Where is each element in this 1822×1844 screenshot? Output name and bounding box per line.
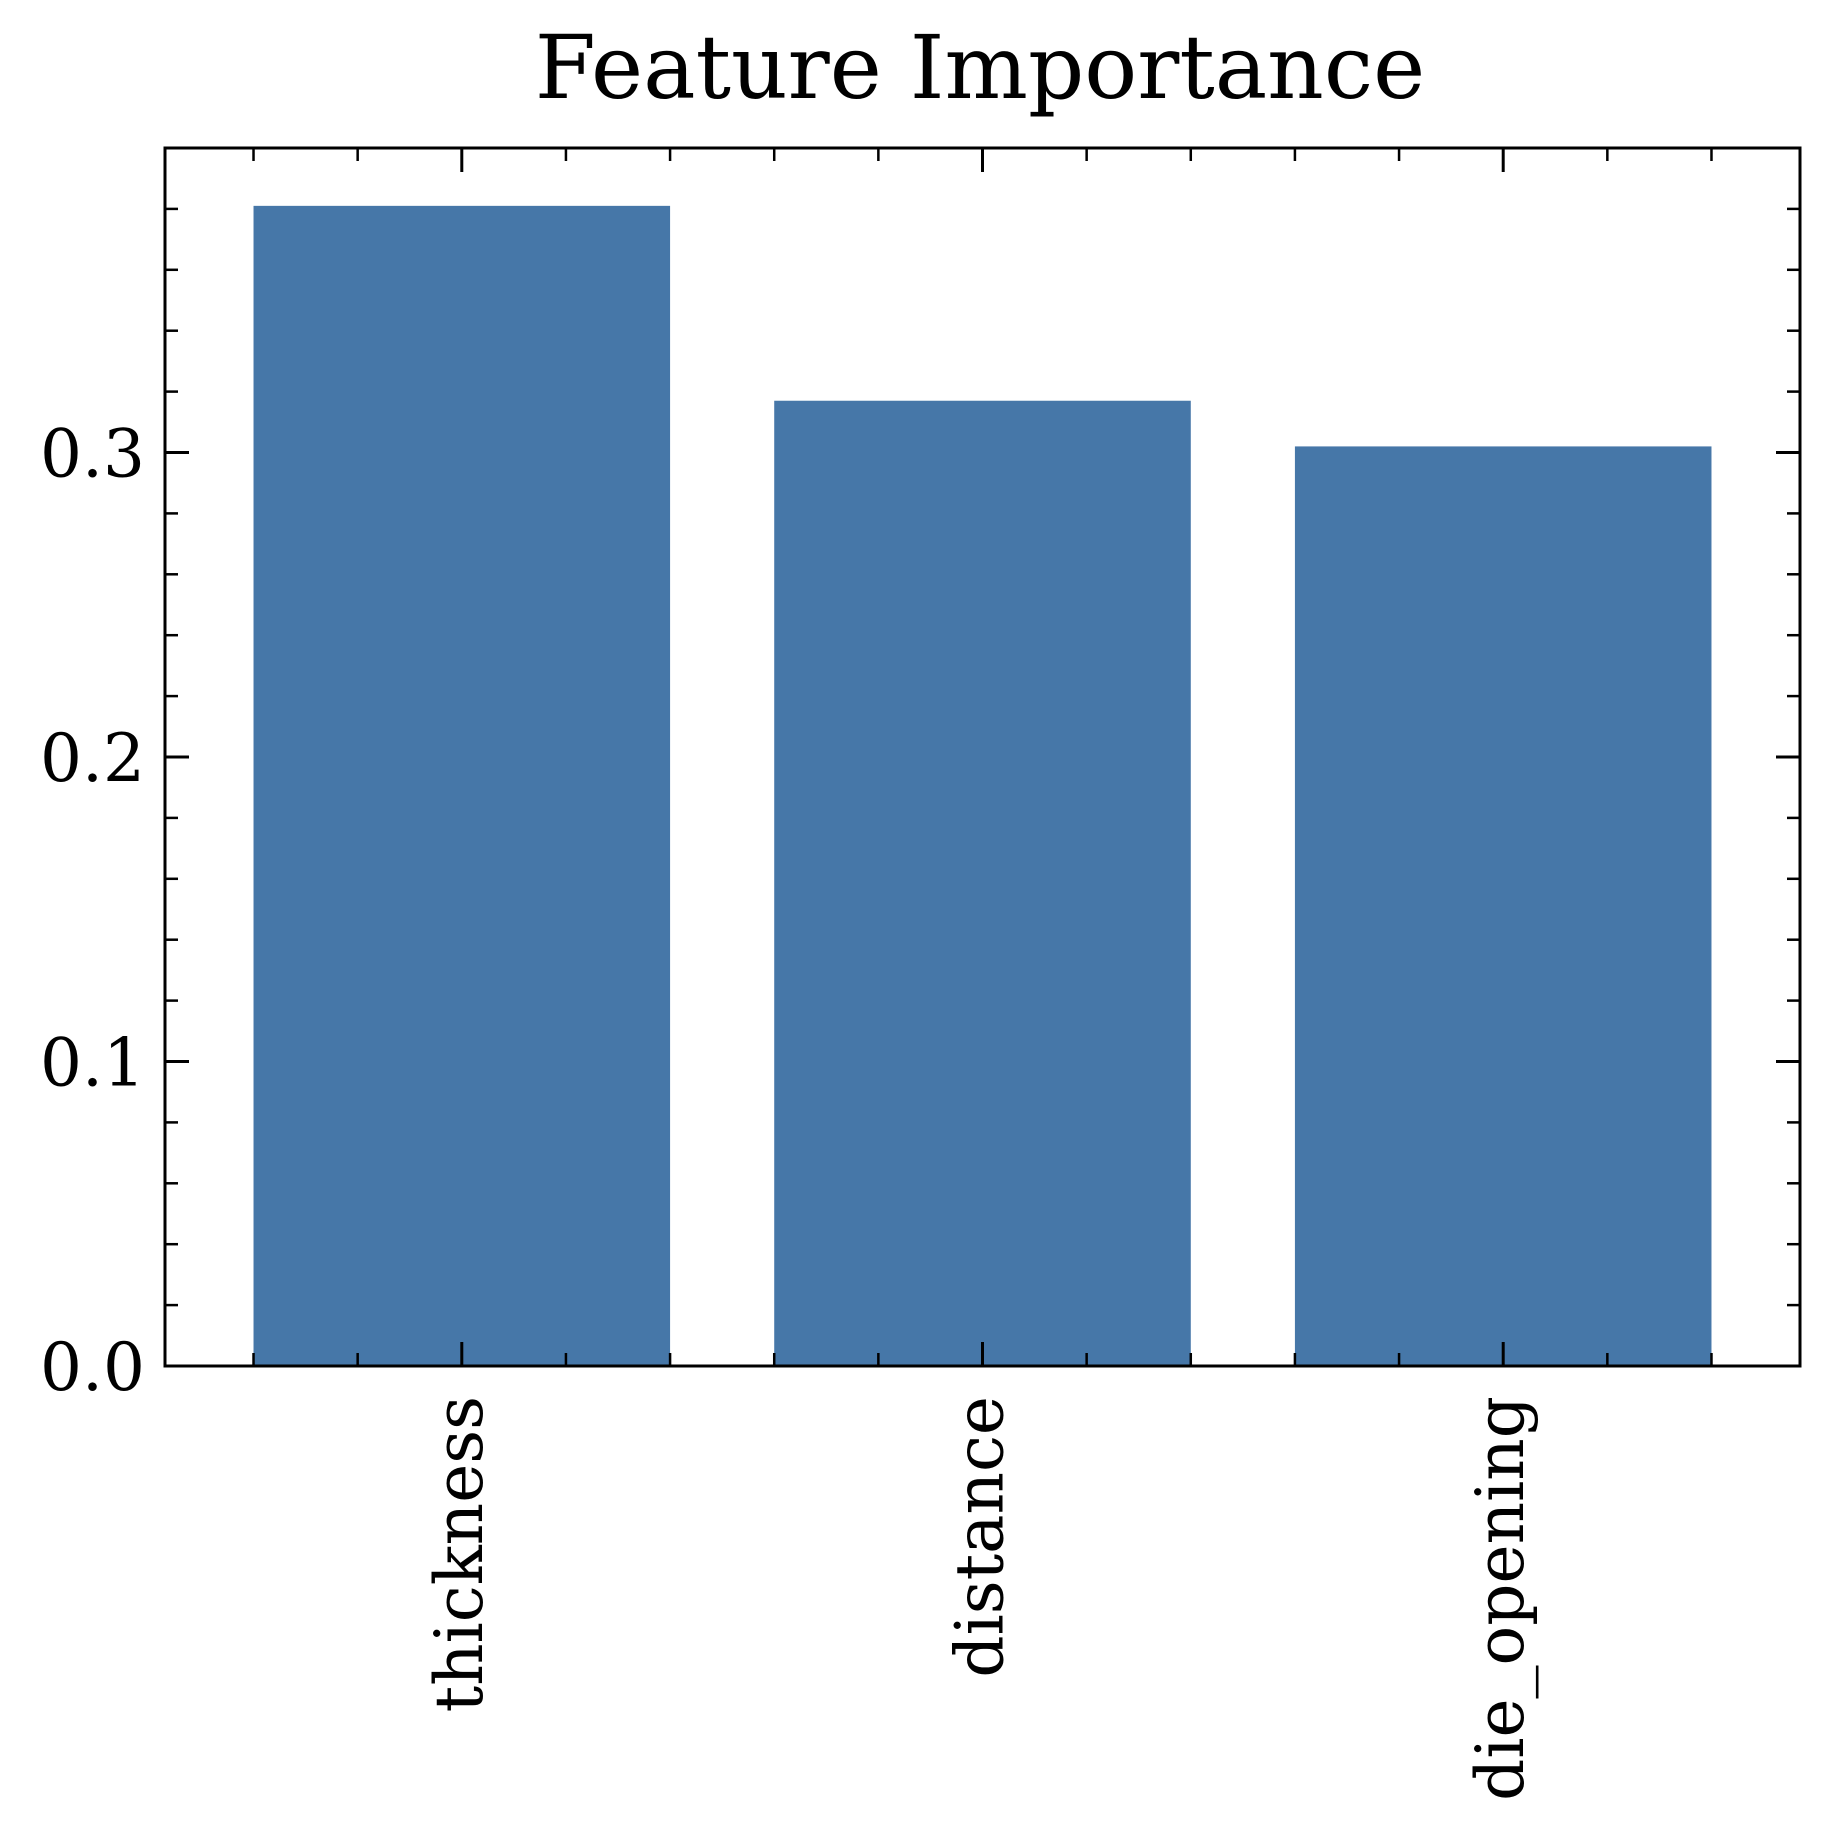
x-tick-label-thickness: thickness xyxy=(421,1396,498,1712)
y-tick-label: 0.3 xyxy=(40,416,145,493)
chart-title: Feature Importance xyxy=(535,16,1425,119)
x-tick-label-distance: distance xyxy=(942,1396,1019,1678)
labels-layer: 0.0 0.1 0.2 0.3 thickness distance die_opening xyxy=(40,416,1539,1801)
bar-thickness xyxy=(253,205,671,1367)
plot-frame xyxy=(163,146,1802,1368)
x-tick-label-die-opening: die_opening xyxy=(1462,1396,1539,1801)
bars-layer xyxy=(253,205,1712,1367)
bar-distance xyxy=(774,400,1191,1366)
ticks-layer xyxy=(165,148,1800,1368)
y-tick-label: 0.2 xyxy=(40,720,145,797)
bar-die-opening xyxy=(1294,446,1712,1366)
y-tick-label: 0.0 xyxy=(40,1329,145,1406)
y-tick-label: 0.1 xyxy=(40,1025,145,1102)
